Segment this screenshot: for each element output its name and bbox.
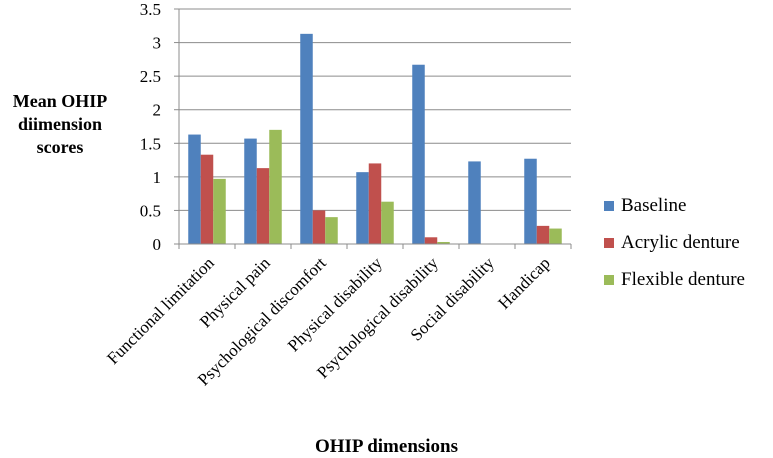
bar-baseline <box>188 134 201 244</box>
legend-swatch-flexible-denture <box>604 274 614 285</box>
bars <box>188 33 562 244</box>
legend-swatch-baseline <box>604 200 614 211</box>
bar-baseline <box>524 158 537 244</box>
legend-item-acrylic-denture: Acrylic denture <box>604 224 745 261</box>
bar-flexible-denture <box>213 178 226 244</box>
bar-acrylic-denture <box>424 237 438 244</box>
y-tick-label: 0 <box>153 235 162 254</box>
legend: Baseline Acrylic denture Flexible dentur… <box>604 187 745 298</box>
axes <box>178 9 572 249</box>
y-axis-title: Mean OHIP diimension scores <box>12 91 108 157</box>
x-tick-label: Handicap <box>494 253 553 312</box>
bar-acrylic-denture <box>256 168 270 244</box>
bar-acrylic-denture <box>312 210 326 244</box>
y-tick-label: 3.5 <box>140 0 161 19</box>
legend-swatch-acrylic-denture <box>604 237 614 248</box>
bar-flexible-denture <box>381 201 394 244</box>
bar-acrylic-denture <box>200 154 214 244</box>
bar-baseline <box>412 64 425 244</box>
bar-acrylic-denture <box>368 163 382 244</box>
bar-flexible-denture <box>437 241 450 244</box>
y-tick-label: 1 <box>153 168 162 187</box>
bar-baseline <box>300 33 313 244</box>
legend-item-flexible-denture: Flexible denture <box>604 261 745 298</box>
legend-label-baseline: Baseline <box>621 194 687 216</box>
y-tick-label: 0.5 <box>140 201 161 220</box>
bar-baseline <box>468 161 481 244</box>
legend-label-acrylic-denture: Acrylic denture <box>621 231 740 253</box>
legend-label-flexible-denture: Flexible denture <box>621 268 745 290</box>
bar-flexible-denture <box>269 129 282 244</box>
y-tick-label: 2 <box>153 101 162 120</box>
legend-item-baseline: Baseline <box>604 187 745 224</box>
y-tick-label: 2.5 <box>140 67 161 86</box>
bar-baseline <box>244 138 257 244</box>
y-tick-labels: 0 0.5 1 1.5 2 2.5 3 3.5 <box>140 0 161 254</box>
y-tick-label: 3 <box>153 34 162 53</box>
x-tick-label: Functional limitation <box>103 253 218 368</box>
x-axis-title: OHIP dimensions <box>314 436 459 457</box>
bar-flexible-denture <box>549 228 562 244</box>
x-tick-label: Physical disability <box>284 253 386 355</box>
bar-baseline <box>356 172 369 244</box>
y-tick-label: 1.5 <box>140 134 161 153</box>
bar-acrylic-denture <box>536 225 550 244</box>
bar-flexible-denture <box>325 217 338 244</box>
